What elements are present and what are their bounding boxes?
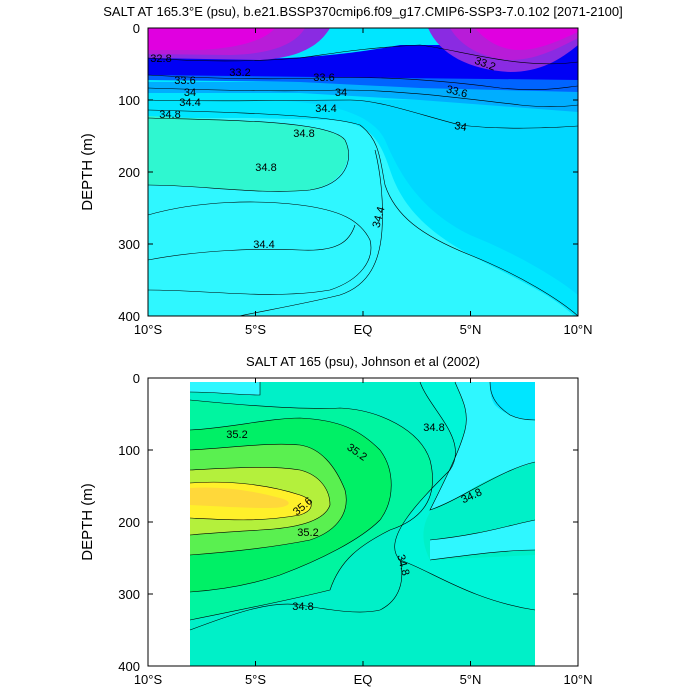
contour-label: 34 [453, 120, 467, 134]
contour-label: 34.8 [292, 601, 313, 613]
contour-label: 35.2 [297, 527, 318, 539]
contour-label: 34 [184, 87, 196, 99]
panel2-title: SALT AT 165 (psu), Johnson et al (2002) [246, 354, 480, 369]
y-tick-label: 200 [118, 165, 140, 180]
contour-label: 34.4 [179, 97, 200, 109]
contour-label: 34.4 [371, 205, 388, 229]
panel2-contour-lines [189, 381, 536, 631]
y-tick-label: 400 [118, 309, 140, 324]
x-tick-label: 5°N [460, 672, 482, 687]
y-tick-label: 200 [118, 515, 140, 530]
contour-label: 33.6 [445, 84, 469, 101]
contour-label: 34.8 [423, 422, 444, 434]
panel1-filled-contours [148, 28, 578, 316]
contour-label: 33.2 [229, 67, 250, 79]
x-tick-label: 5°S [245, 322, 266, 337]
contour-label: 33.6 [174, 75, 195, 87]
x-tick-label: EQ [354, 672, 373, 687]
panel2-y-axis: 0 100 200 300 400 [118, 371, 578, 674]
contour-label: 34.4 [315, 103, 336, 115]
panel1-contour-lines [148, 44, 578, 316]
y-tick-label: 100 [118, 93, 140, 108]
y-tick-label: 0 [133, 21, 140, 36]
y-tick-label: 300 [118, 587, 140, 602]
panel1-title: SALT AT 165.3°E (psu), b.e21.BSSP370cmip… [103, 4, 623, 19]
contour-label: 34.8 [293, 128, 314, 140]
contour-label: 34.8 [255, 162, 276, 174]
panel2-filled-contours [190, 382, 535, 666]
y-tick-label: 300 [118, 237, 140, 252]
panel2-y-axis-label: DEPTH (m) [79, 483, 96, 561]
x-tick-label: 10°N [563, 322, 592, 337]
contour-label: 34.4 [253, 239, 274, 251]
x-tick-label: 5°N [460, 322, 482, 337]
panel1-y-axis-label: DEPTH (m) [79, 133, 96, 211]
panel1-y-axis: 0 100 200 300 400 [118, 21, 578, 324]
y-tick-label: 0 [133, 371, 140, 386]
contour-label: 34 [335, 87, 347, 99]
panel1-x-axis: 10°S 5°S EQ 5°N 10°N [134, 28, 593, 337]
panel2-x-axis: 10°S 5°S EQ 5°N 10°N [134, 378, 593, 687]
x-tick-label: 10°S [134, 322, 163, 337]
y-tick-label: 400 [118, 659, 140, 674]
contour-label: 35.2 [226, 429, 247, 441]
contour-label: 32.8 [150, 53, 171, 65]
contour-label: 34.8 [394, 553, 411, 577]
y-tick-label: 100 [118, 443, 140, 458]
x-tick-label: 5°S [245, 672, 266, 687]
contour-label: 34.8 [159, 109, 180, 121]
x-tick-label: EQ [354, 322, 373, 337]
panel1-contour-labels: 32.8 33.2 33.6 33.6 34 34 34.4 34.4 34.8… [150, 53, 497, 251]
x-tick-label: 10°N [563, 672, 592, 687]
x-tick-label: 10°S [134, 672, 163, 687]
contour-label: 33.6 [313, 72, 334, 84]
